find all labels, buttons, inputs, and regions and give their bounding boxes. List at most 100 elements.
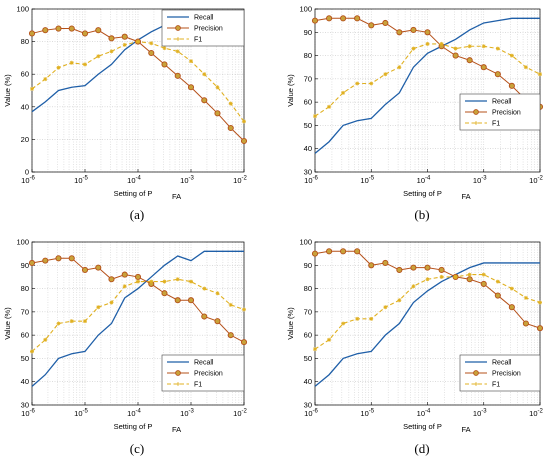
data-point-f1: [341, 90, 346, 95]
data-point-f1: [30, 86, 34, 91]
data-point-precision: [214, 110, 221, 117]
data-point-f1: [43, 337, 48, 342]
data-point-f1: [467, 44, 472, 49]
x-tick-label: 10-4: [127, 409, 141, 419]
legend-label: Recall: [194, 360, 214, 367]
data-point-f1: [136, 39, 140, 44]
data-point-f1: [327, 337, 332, 342]
data-point-f1: [383, 305, 388, 310]
y-tick-label: 40: [304, 377, 312, 386]
data-point-precision: [396, 29, 403, 36]
y-tick-label: 50: [304, 121, 312, 130]
data-point-precision: [382, 19, 389, 27]
y-tick-label: 80: [21, 37, 29, 46]
x-tick-label: 10-3: [180, 176, 194, 186]
legend-marker-f1: [474, 382, 478, 386]
data-point-precision: [68, 255, 75, 262]
data-point-precision: [480, 64, 487, 71]
y-tick-label: 80: [21, 284, 29, 293]
data-point-precision: [108, 35, 115, 42]
data-point-f1: [69, 60, 74, 65]
data-point-precision: [494, 292, 501, 299]
data-point-precision: [187, 297, 195, 304]
data-point-f1: [481, 44, 486, 49]
data-point-f1: [355, 316, 360, 321]
data-point-f1: [122, 42, 127, 47]
data-point-precision: [187, 84, 195, 91]
data-point-precision: [42, 257, 49, 264]
data-point-precision: [452, 52, 459, 59]
data-point-precision: [438, 266, 445, 273]
data-point-f1: [242, 119, 246, 124]
data-point-f1: [215, 291, 220, 296]
panel-label: (a): [130, 207, 144, 222]
data-point-f1: [411, 284, 416, 289]
x-tick-label: 10-3: [473, 409, 487, 419]
y-tick-label: 30: [304, 168, 312, 177]
data-point-f1: [242, 307, 246, 312]
data-point-precision: [161, 61, 168, 68]
data-point-f1: [83, 62, 87, 67]
legend-label: F1: [194, 382, 202, 389]
data-point-precision: [201, 97, 208, 104]
y-tick-label: 90: [21, 261, 29, 270]
x-axis-label-subscript: FA: [172, 192, 181, 201]
chart-panel-d: 30 40 50 60 70 80 90 100 10-6 10-5 10-4 10-3 10-2 Set…: [286, 238, 543, 457]
x-tick-label: 10-2: [529, 176, 543, 186]
legend: Recall Precision F1: [161, 9, 245, 47]
x-tick-label: 10-2: [233, 176, 247, 186]
series-line-recall: [314, 262, 540, 387]
y-tick-label: 30: [21, 401, 29, 410]
data-point-f1: [109, 300, 114, 305]
x-tick-label: 10-5: [74, 176, 88, 186]
x-tick-label: 10-3: [473, 176, 487, 186]
legend-label: Recall: [194, 15, 214, 22]
data-point-precision: [174, 297, 181, 304]
data-point-precision: [508, 304, 515, 311]
data-point-f1: [189, 279, 193, 284]
data-point-f1: [96, 305, 101, 310]
x-tick-label: 10-5: [360, 409, 374, 419]
data-point-f1: [369, 316, 374, 321]
x-tick-label: 10-5: [360, 176, 374, 186]
data-point-f1: [341, 321, 346, 326]
y-tick-label: 80: [304, 284, 312, 293]
data-point-f1: [228, 302, 233, 307]
data-point-f1: [523, 65, 528, 70]
data-point-precision: [410, 26, 417, 34]
data-point-precision: [55, 25, 62, 32]
data-point-f1: [397, 298, 402, 303]
panel-label: (b): [414, 207, 429, 222]
y-tick-label: 100: [299, 238, 312, 247]
series-line-recall: [314, 17, 540, 154]
y-tick-label: 100: [16, 5, 29, 14]
data-point-precision: [466, 57, 473, 64]
x-tick-label: 10-6: [21, 176, 35, 186]
legend-label: Precision: [194, 371, 223, 378]
data-point-f1: [149, 279, 154, 284]
legend: Recall Precision F1: [459, 93, 541, 131]
data-point-precision: [340, 15, 347, 22]
data-point-precision: [121, 271, 128, 278]
y-tick-label: 0: [25, 168, 29, 177]
data-point-f1: [453, 274, 458, 279]
chart-panel-c: 30 40 50 60 70 80 90 100 10-6 10-5 10-4 10-3 10-2 Set…: [3, 238, 247, 457]
x-axis-label: Setting of P: [403, 422, 442, 431]
y-tick-label: 50: [304, 354, 312, 363]
data-point-precision: [466, 276, 473, 283]
legend: Recall Precision F1: [161, 354, 245, 392]
data-point-f1: [538, 300, 542, 305]
legend-label: Precision: [194, 26, 223, 33]
y-tick-label: 100: [299, 5, 312, 14]
data-point-f1: [369, 81, 374, 86]
data-point-precision: [201, 313, 208, 320]
y-tick-label: 70: [304, 307, 312, 316]
data-point-f1: [425, 277, 430, 282]
legend-marker-f1: [474, 121, 478, 125]
data-point-f1: [313, 114, 317, 119]
y-tick-label: 40: [21, 377, 29, 386]
y-tick-label: 60: [304, 331, 312, 340]
y-tick-label: 40: [304, 144, 312, 153]
x-tick-label: 10-3: [180, 409, 194, 419]
data-point-f1: [149, 41, 154, 46]
